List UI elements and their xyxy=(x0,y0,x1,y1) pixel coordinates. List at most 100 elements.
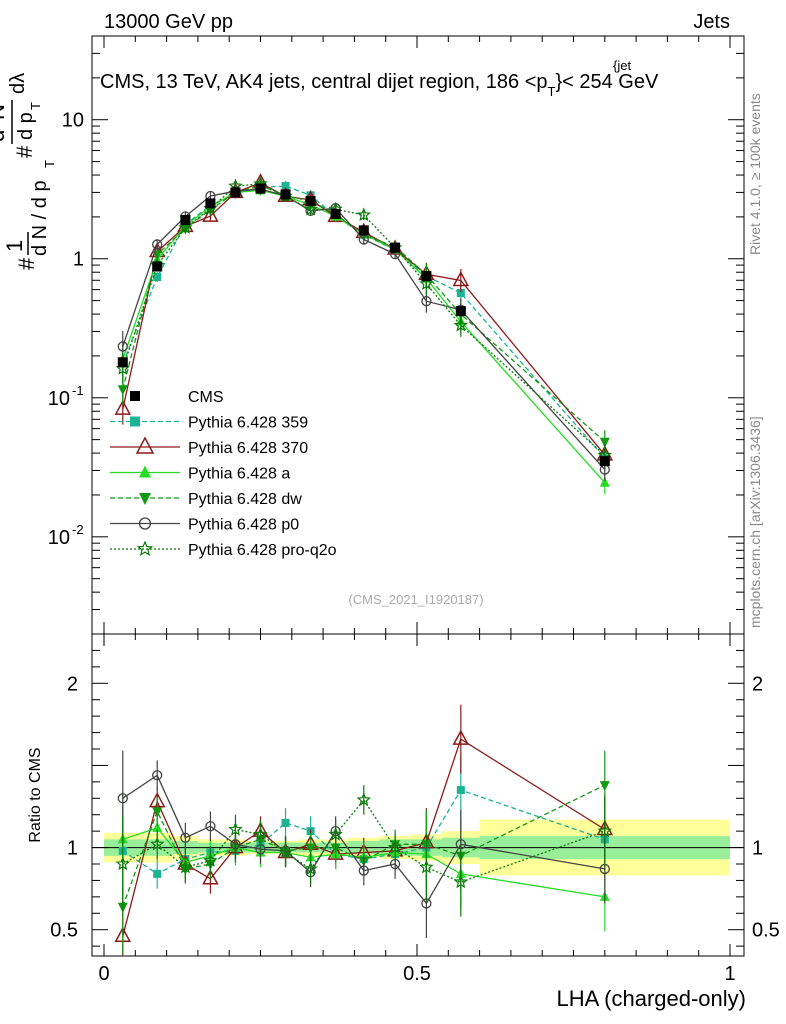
marker-star xyxy=(178,220,193,234)
y-axis-label-main: # 1 d N / d p T # d 2 N d p T dλ xyxy=(0,73,57,270)
ratio-frame xyxy=(91,633,745,957)
plot-title-main: CMS, 13 TeV, AK4 jets, central dijet reg… xyxy=(100,71,548,93)
marker-star xyxy=(453,317,468,332)
legend-label: Pythia 6.428 dw xyxy=(188,491,302,508)
marker-data xyxy=(205,198,216,209)
plot-title-sup: {jet xyxy=(613,58,631,73)
y-tick-exponent: -1 xyxy=(72,383,84,398)
legend-label-data: CMS xyxy=(188,389,224,406)
marker-data xyxy=(117,357,128,368)
y-tick-label: 10 xyxy=(48,388,70,410)
marker-star xyxy=(419,859,434,874)
marker-circle-open xyxy=(152,239,163,250)
marker-triangle-down xyxy=(117,385,128,396)
ratio-tick-label: 1 xyxy=(67,838,78,860)
marker-circle-open xyxy=(421,296,432,307)
marker-triangle-open xyxy=(202,206,219,222)
marker-star xyxy=(356,207,371,222)
marker-data xyxy=(230,187,241,198)
marker-star xyxy=(228,821,243,836)
legend: CMS Pythia 6.428 359 Pythia 6.428 370 Pythi… xyxy=(110,389,337,559)
ratio-line xyxy=(122,784,606,907)
legend-label: Pythia 6.428 370 xyxy=(188,440,308,457)
svg-text:d N / d p: d N / d p xyxy=(29,180,51,256)
ratio-line xyxy=(122,789,606,875)
marker-square xyxy=(281,182,290,191)
x-tick-label: 1 xyxy=(724,963,735,985)
marker-star xyxy=(303,861,318,876)
marker-square xyxy=(130,416,140,427)
marker-circle-open xyxy=(358,865,369,876)
series-line xyxy=(122,184,606,443)
legend-label: Pythia 6.428 pro-q2o xyxy=(188,542,337,559)
marker-star xyxy=(178,859,193,874)
x-tick-label: 0.5 xyxy=(403,963,431,985)
marker-triangle-down xyxy=(599,781,610,792)
marker-star xyxy=(387,840,403,854)
svg-text:d p: d p xyxy=(15,112,37,140)
marker-data xyxy=(599,456,610,467)
header-process: Jets xyxy=(693,11,730,33)
svg-text:T: T xyxy=(42,160,57,168)
y-axis-label-ratio: Ratio to CMS xyxy=(27,747,44,842)
ratio-line xyxy=(122,827,605,898)
marker-data xyxy=(455,306,466,317)
x-ticks: 0 0.5 1 xyxy=(98,36,736,985)
ratio-tick-label-right: 2 xyxy=(752,673,763,695)
marker-star xyxy=(203,853,218,867)
svg-text:1: 1 xyxy=(2,240,27,252)
y-tick-exponent: -2 xyxy=(72,522,84,537)
marker-triangle xyxy=(599,476,610,487)
marker-star xyxy=(115,856,131,871)
marker-star xyxy=(328,826,343,841)
marker-star xyxy=(253,826,268,841)
marker-data xyxy=(421,271,432,282)
marker-triangle xyxy=(152,821,163,832)
marker-triangle xyxy=(139,465,151,478)
marker-circle-open xyxy=(138,517,152,530)
plot-title: CMS, 13 TeV, AK4 jets, central dijet reg… xyxy=(100,71,659,99)
marker-star xyxy=(453,874,468,889)
marker-data xyxy=(358,225,369,236)
svg-text:N: N xyxy=(0,104,9,120)
analysis-id: (CMS_2021_I1920187) xyxy=(348,592,483,607)
header-energy: 13000 GeV pp xyxy=(104,11,233,33)
legend-label: Pythia 6.428 359 xyxy=(188,415,308,432)
marker-circle-open xyxy=(205,821,216,832)
legend-label: Pythia 6.428 p0 xyxy=(188,517,299,534)
y-tick-label: 1 xyxy=(73,249,84,271)
marker-data xyxy=(180,214,191,225)
marker-star xyxy=(136,540,154,556)
marker-data xyxy=(390,242,401,253)
legend-label: Pythia 6.428 a xyxy=(188,466,290,483)
marker-triangle-open xyxy=(135,436,155,454)
marker-star xyxy=(150,836,165,851)
marker-star xyxy=(597,823,612,838)
marker-triangle-open xyxy=(202,869,219,885)
ratio-series-5 xyxy=(115,785,612,917)
ratio-tick-label: 0.5 xyxy=(50,920,78,942)
mcplots-reference: mcplots.cern.ch [arXiv:1306.3436] xyxy=(747,416,763,628)
marker-data xyxy=(130,391,140,401)
y-tick-label: 10 xyxy=(48,527,70,549)
marker-triangle-open xyxy=(452,270,470,287)
svg-text:T: T xyxy=(28,102,43,110)
svg-text:#: # xyxy=(14,257,39,270)
marker-star xyxy=(356,792,371,807)
svg-text:d: d xyxy=(0,130,9,142)
marker-star xyxy=(278,844,293,859)
x-axis-label: LHA (charged-only) xyxy=(556,986,746,1011)
marker-triangle-open xyxy=(452,729,470,745)
marker-star xyxy=(419,276,434,290)
x-tick-label: 0 xyxy=(98,963,109,985)
marker-square xyxy=(281,818,290,827)
ratio-tick-label-right: 0.5 xyxy=(752,920,780,942)
y-tick-label: 10 xyxy=(62,110,84,132)
marker-data xyxy=(152,261,163,272)
marker-data xyxy=(330,208,341,219)
marker-triangle-down xyxy=(152,807,163,818)
marker-data xyxy=(255,183,266,194)
series-ratio xyxy=(114,704,614,956)
